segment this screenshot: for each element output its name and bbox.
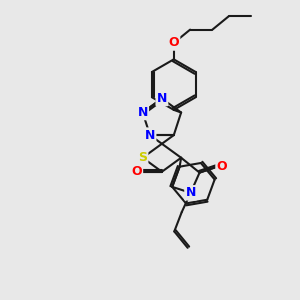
- Text: O: O: [131, 165, 142, 178]
- Text: O: O: [169, 37, 179, 50]
- Text: N: N: [145, 129, 155, 142]
- Text: N: N: [137, 106, 148, 119]
- Text: S: S: [138, 151, 147, 164]
- Text: N: N: [185, 186, 196, 199]
- Text: N: N: [157, 92, 167, 105]
- Text: O: O: [217, 160, 227, 173]
